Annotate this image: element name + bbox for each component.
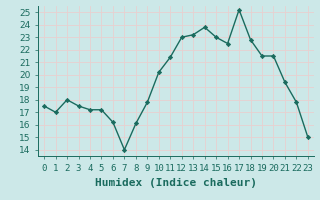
- X-axis label: Humidex (Indice chaleur): Humidex (Indice chaleur): [95, 178, 257, 188]
